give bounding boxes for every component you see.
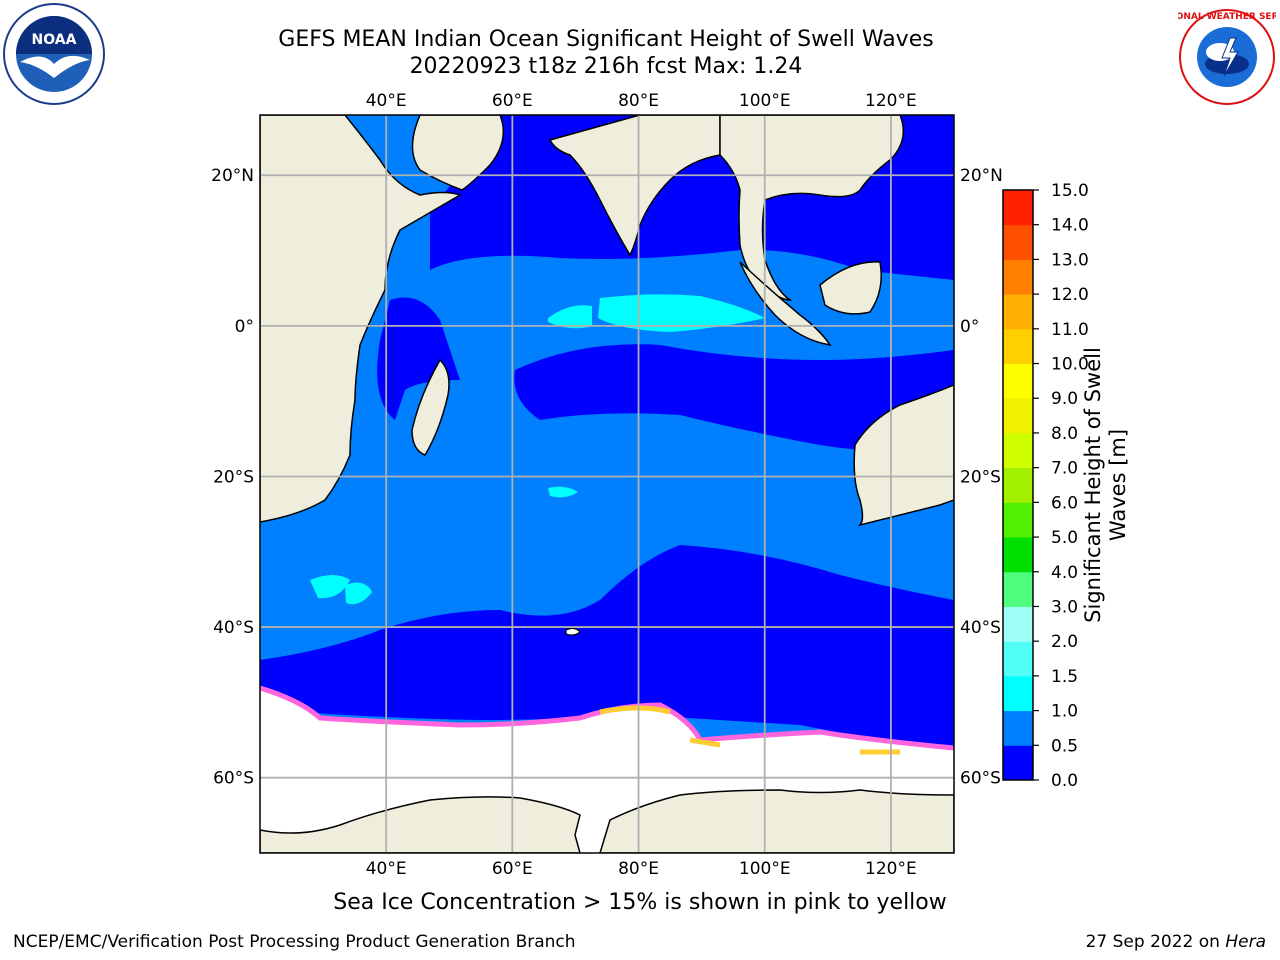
colorbar-tick-label: 9.0 (1051, 389, 1078, 409)
colorbar-tick-label: 8.0 (1051, 424, 1078, 444)
colorbar-tick-label: 11.0 (1051, 320, 1089, 340)
lat-label-left: 60°S (213, 769, 254, 789)
colorbar-tick-label: 0.0 (1051, 771, 1078, 791)
lon-label-bottom: 60°E (492, 859, 533, 879)
map-field (260, 115, 954, 853)
colorbar-segment (1003, 606, 1033, 642)
chart-subtitle: 20220923 t18z 216h fcst Max: 1.24 (409, 54, 803, 79)
colorbar-segment (1003, 467, 1033, 503)
colorbar: 0.0 0.5 1.0 1.5 2.0 3.0 4.0 5.0 6.0 7.0 8.0 9.0 10.0… (1002, 181, 1089, 791)
lat-label-left: 0° (235, 317, 254, 337)
colorbar-label: Significant Height of Swell Waves [m] (1081, 347, 1130, 623)
lat-label-right: 20°N (960, 166, 1003, 186)
lat-label-right: 0° (960, 317, 979, 337)
lon-label-bottom: 80°E (618, 859, 659, 879)
lat-label-right: 40°S (960, 618, 1001, 638)
sea-ice-edge-yellow (599, 705, 900, 755)
lon-label-top: 60°E (492, 91, 533, 111)
colorbar-frame (1002, 189, 1034, 781)
land-sumatra (739, 261, 832, 347)
lon-label-bottom: 40°E (366, 859, 407, 879)
colorbar-segment (1003, 294, 1033, 330)
lon-label-bottom: 120°E (865, 859, 917, 879)
lon-label-bottom: 100°E (739, 859, 791, 879)
colorbar-segment (1003, 190, 1033, 226)
land-borneo (819, 261, 882, 315)
colorbar-tick-label: 12.0 (1051, 285, 1089, 305)
colorbar-segment (1003, 328, 1033, 365)
high-swell-patch-southwest (310, 575, 350, 599)
land-arabia (411, 115, 505, 191)
colorbar-tick-label: 7.0 (1051, 459, 1078, 479)
colorbar-tick-label: 4.0 (1051, 563, 1078, 583)
land-antarctica-east (599, 789, 954, 853)
colorbar-segment (1003, 641, 1033, 677)
colorbar-segment (1003, 745, 1033, 781)
footer-machine: Hera (1225, 932, 1266, 952)
low-swell-region-south (260, 545, 954, 760)
colorbar-segment (1003, 363, 1033, 399)
lat-label-left: 20°N (211, 166, 254, 186)
colorbar-tick-label: 2.0 (1051, 632, 1078, 652)
gridlines (260, 115, 954, 853)
high-swell-patch-south-central (548, 486, 578, 498)
colorbar-tick-label: 1.0 (1051, 702, 1078, 722)
lon-label-top: 40°E (366, 91, 407, 111)
colorbar-segment (1003, 398, 1033, 434)
lat-label-left: 20°S (213, 467, 254, 487)
footer-credit: NCEP/EMC/Verification Post Processing Pr… (13, 932, 576, 952)
colorbar-tick-label: 10.0 (1051, 355, 1089, 375)
lat-label-right: 60°S (960, 769, 1001, 789)
colorbar-tick-label: 3.0 (1051, 597, 1078, 617)
colorbar-segment (1003, 259, 1033, 295)
colorbar-tick-label: 15.0 (1051, 181, 1089, 201)
lon-label-top: 80°E (618, 91, 659, 111)
land-antarctica (260, 796, 581, 853)
land-africa-arabia (260, 115, 462, 523)
map-frame (259, 114, 955, 854)
nws-logo-text: NATIONAL WEATHER SERVICE (1178, 12, 1276, 22)
sea-ice-note: Sea Ice Concentration > 15% is shown in … (333, 890, 947, 915)
colorbar-segment (1003, 710, 1033, 746)
colorbar-segment (1003, 537, 1033, 573)
colorbar-segment (1003, 224, 1033, 260)
low-swell-region-central (514, 344, 954, 452)
high-swell-patch-west-equator (548, 305, 592, 329)
colorbar-tick-label: 5.0 (1051, 528, 1078, 548)
colorbar-tick-label: 1.5 (1051, 667, 1078, 687)
national-weather-service-logo-icon: NATIONAL WEATHER SERVICE (1178, 9, 1276, 105)
colorbar-tick-label: 6.0 (1051, 493, 1078, 513)
land-india (548, 115, 721, 257)
lon-label-top: 100°E (739, 91, 791, 111)
colorbar-segment (1003, 432, 1033, 469)
footer-date: 27 Sep 2022 on Hera (1086, 932, 1266, 952)
high-swell-patch-southwest-2 (345, 582, 372, 605)
lat-label-right: 20°S (960, 467, 1001, 487)
colorbar-tick-label: 13.0 (1051, 250, 1089, 270)
footer-date-text: 27 Sep 2022 on (1085, 932, 1226, 952)
noaa-logo-text: NOAA (32, 32, 77, 48)
land-kerguelen (565, 627, 581, 636)
noaa-logo-icon: NOAA (3, 3, 105, 105)
high-swell-patch-equator (598, 294, 765, 332)
land-australia (853, 384, 954, 527)
colorbar-tick-label: 14.0 (1051, 216, 1089, 236)
low-swell-region-west (377, 297, 460, 420)
chart-title: GEFS MEAN Indian Ocean Significant Heigh… (278, 27, 934, 52)
colorbar-tick-label: 0.5 (1051, 736, 1078, 756)
colorbar-segment (1003, 502, 1033, 538)
colorbar-segment (1003, 571, 1033, 607)
lat-label-left: 40°S (213, 618, 254, 638)
lon-label-top: 120°E (865, 91, 917, 111)
land-madagascar (411, 358, 450, 456)
colorbar-segment (1003, 675, 1033, 712)
